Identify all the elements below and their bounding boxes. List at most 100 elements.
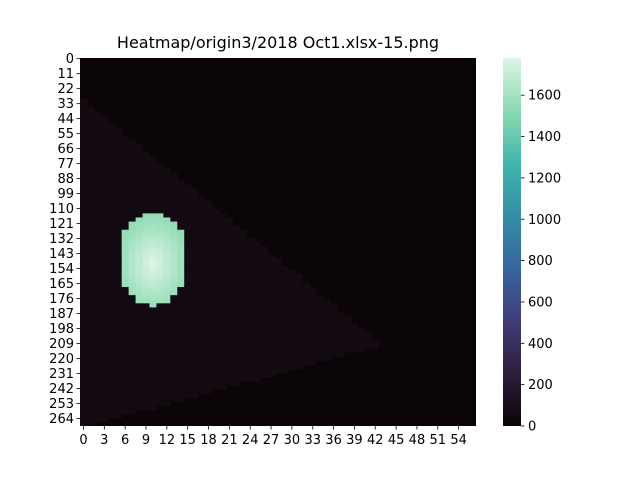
heatmap-cell <box>80 401 88 406</box>
heatmap-cell <box>107 233 116 239</box>
heatmap-cell <box>212 225 220 231</box>
heatmap-cell <box>170 291 178 296</box>
heatmap-cell <box>281 315 289 321</box>
heatmap-cell <box>274 319 282 325</box>
heatmap-cell <box>86 201 95 206</box>
heatmap-cell <box>100 389 109 394</box>
heatmap-cell <box>337 344 345 349</box>
heatmap-cell <box>156 389 164 394</box>
heatmap-cell <box>198 246 206 251</box>
heatmap-cell <box>149 233 157 239</box>
heatmap-cell <box>114 258 123 263</box>
heatmap-cell <box>177 258 185 263</box>
heatmap-cell <box>156 311 164 316</box>
heatmap-cell <box>80 197 88 202</box>
heatmap-cell <box>142 295 150 300</box>
heatmap-cell <box>246 246 255 251</box>
heatmap-cell <box>114 319 123 325</box>
heatmap-cell <box>218 274 227 280</box>
heatmap-cell <box>121 397 130 402</box>
heatmap-cell <box>281 331 289 337</box>
heatmap-cell <box>205 258 213 263</box>
heatmap-cell <box>225 372 234 378</box>
heatmap-cell <box>114 172 123 177</box>
heatmap-cell <box>93 197 102 202</box>
heatmap-cell <box>86 221 95 227</box>
heatmap-cell <box>149 364 157 370</box>
heatmap-cell <box>135 307 143 312</box>
heatmap-cell <box>302 295 310 300</box>
heatmap-cell <box>260 323 268 329</box>
heatmap-cell <box>135 197 143 202</box>
heatmap-cell <box>114 180 123 186</box>
heatmap-cell <box>191 278 199 284</box>
heatmap-cell <box>212 360 220 366</box>
heatmap-cell <box>218 270 227 276</box>
heatmap-cell <box>80 266 88 272</box>
heatmap-cell <box>86 270 95 276</box>
heatmap-cell <box>323 344 331 349</box>
heatmap-cell <box>121 307 130 312</box>
heatmap-cell <box>330 315 338 321</box>
heatmap-cell <box>100 254 109 259</box>
heatmap-cell <box>260 250 268 255</box>
heatmap-cell <box>177 213 185 218</box>
heatmap-cell <box>149 307 157 312</box>
heatmap-cell <box>177 360 185 366</box>
heatmap-cell <box>121 188 130 194</box>
heatmap-cell <box>337 323 345 329</box>
heatmap-cell <box>239 348 248 353</box>
heatmap-cell <box>114 246 123 251</box>
heatmap-cell <box>135 368 143 374</box>
heatmap-cell <box>212 291 220 296</box>
heatmap-cell <box>156 274 164 280</box>
heatmap-cell <box>86 393 95 398</box>
heatmap-cell <box>218 327 227 333</box>
heatmap-cell <box>232 270 241 276</box>
heatmap-cell <box>170 323 178 329</box>
heatmap-cell <box>86 188 95 194</box>
heatmap-cell <box>149 385 157 390</box>
heatmap-cell <box>184 229 192 235</box>
heatmap-cell <box>100 201 109 206</box>
heatmap-cell <box>156 307 164 312</box>
heatmap-cell <box>100 270 109 276</box>
heatmap-cell <box>107 393 116 398</box>
heatmap-cell <box>330 319 338 325</box>
heatmap-cell <box>128 291 136 296</box>
heatmap-cell <box>135 143 143 149</box>
heatmap-cell <box>309 348 317 353</box>
heatmap-cell <box>135 172 143 177</box>
heatmap-cell <box>177 368 185 374</box>
heatmap-cell <box>177 376 185 382</box>
heatmap-cell <box>149 327 157 333</box>
heatmap-cell <box>302 348 310 353</box>
heatmap-cell <box>128 164 136 169</box>
heatmap-cell <box>184 389 192 394</box>
heatmap-cell <box>184 201 192 206</box>
heatmap-cell <box>274 258 282 263</box>
heatmap-cell <box>80 323 88 329</box>
heatmap-cell <box>114 401 123 406</box>
heatmap-cell <box>80 385 88 390</box>
heatmap-cell <box>191 197 199 202</box>
heatmap-cell <box>288 299 296 304</box>
y-tick-label: 165 <box>49 277 74 292</box>
heatmap-cell <box>156 192 164 198</box>
heatmap-cell <box>309 336 317 341</box>
heatmap-cell <box>121 209 130 214</box>
heatmap-cell <box>80 368 88 374</box>
heatmap-cell <box>86 192 95 198</box>
heatmap-cell <box>149 381 157 386</box>
heatmap-cell <box>128 278 136 284</box>
heatmap-cell <box>135 323 143 329</box>
heatmap-cell <box>316 307 324 312</box>
heatmap-cell <box>142 250 150 255</box>
heatmap-cell <box>170 352 178 357</box>
heatmap-cell <box>357 348 366 353</box>
heatmap-cell <box>128 270 136 276</box>
heatmap-cell <box>93 376 102 382</box>
heatmap-cell <box>80 213 88 218</box>
heatmap-cell <box>149 188 157 194</box>
heatmap-cell <box>107 209 116 214</box>
